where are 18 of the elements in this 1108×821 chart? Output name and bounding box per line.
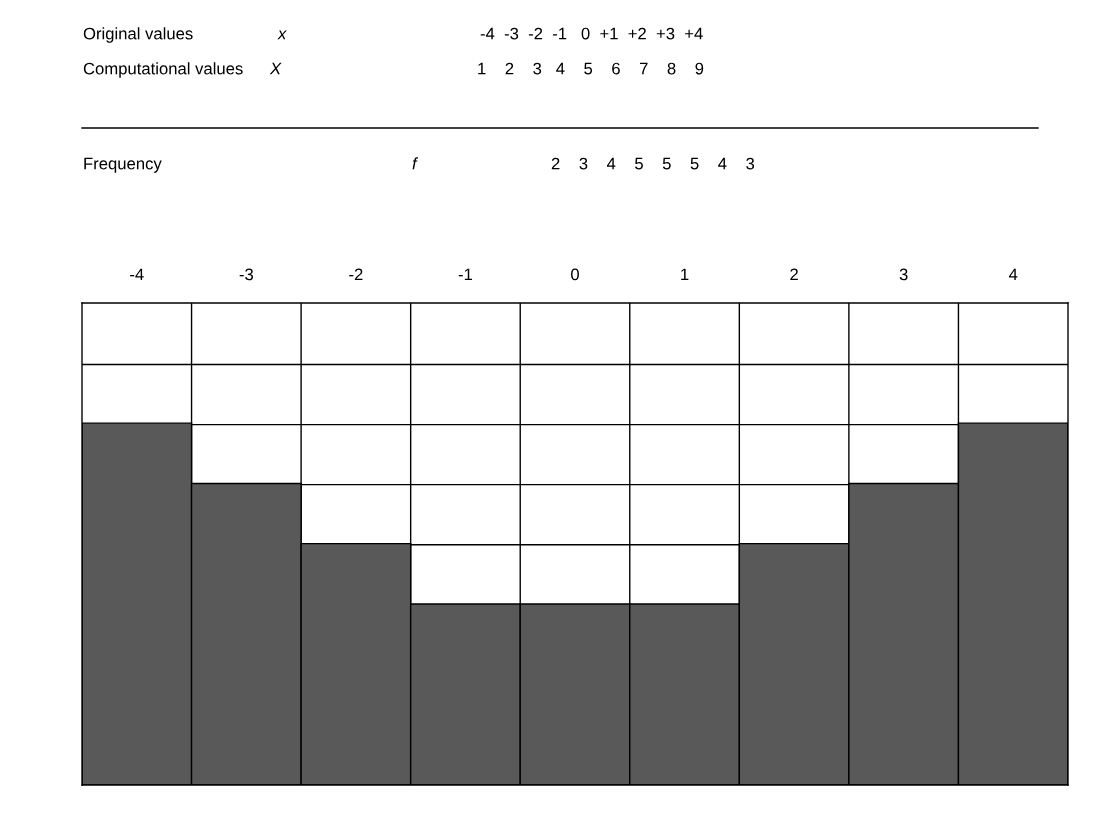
x-tick-label: 3 [899, 268, 908, 281]
text: -4 -3 -2 -1 0 +1 +2 +3 +4 [480, 27, 703, 40]
x-tick-label: -4 [130, 268, 144, 281]
x-tick-label: 4 [1008, 268, 1018, 281]
text: Original values [83, 27, 193, 43]
text: 1 2 3 4 5 6 7 8 9 [478, 62, 704, 75]
text: Frequency [84, 157, 162, 173]
text: x [277, 30, 287, 40]
x-tick-label: 1 [681, 268, 689, 281]
text: 2 3 4 5 5 5 4 3 [551, 157, 755, 170]
x-tick-label: -2 [349, 268, 363, 281]
x-tick-label: 2 [790, 268, 798, 281]
text: Computational values [83, 62, 243, 78]
x-tick-label: -1 [458, 268, 473, 281]
x-tick-label: -3 [239, 268, 254, 281]
text: X [269, 62, 282, 75]
x-tick-label: 0 [571, 268, 579, 281]
text: f [412, 157, 419, 170]
